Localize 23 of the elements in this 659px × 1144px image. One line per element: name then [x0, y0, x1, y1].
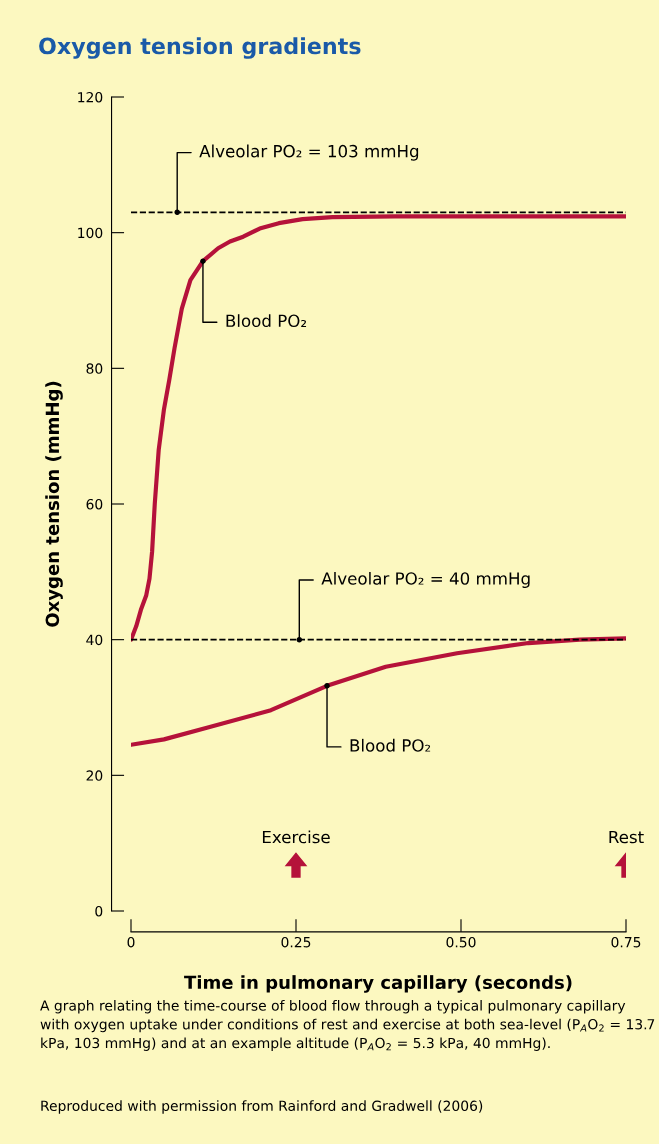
y-tick-label: 80: [86, 363, 103, 374]
text: A graph relating the time-course of blood flow through a typical pulmonary capillary with oxygen uptake under conditions of rest and exercise at both sea-level (P$_{A}$O$_{2}$ = 13.7 kPa, 103 mmHg) and at an example altitude (P$_{A}$O$_{2}$ = 5.3 kPa, 40 mmHg).: [40, 1000, 655, 1051]
y-tick-label: 120: [78, 91, 103, 103]
x-axis-title: Time in pulmonary capillary (seconds): [184, 975, 572, 993]
y-tick-label: 20: [86, 770, 103, 781]
x-tick-label: 0.50: [446, 936, 476, 948]
line-series: [131, 214, 626, 642]
y-axis-title: Oxygen tension (mmHg): [45, 381, 63, 627]
y-tick-label: 100: [78, 227, 103, 239]
y-tick-label: 60: [86, 498, 103, 510]
annotation: Rest: [609, 830, 644, 844]
chart-title: Oxygen tension gradients: [39, 37, 361, 59]
x-tick-label: 0.25: [281, 936, 311, 948]
annotation: Blood PO₂: [350, 738, 431, 752]
x-tick-label: 0: [127, 936, 135, 948]
text: Reproduced with permission from Rainford and Gradwell (2006): [41, 1100, 483, 1114]
annotation: Exercise: [262, 830, 330, 844]
annotation: Alveolar PO₂ = 40 mmHg: [321, 571, 530, 589]
annotation: Blood PO₂: [226, 314, 307, 328]
y-tick-label: 40: [86, 634, 103, 646]
y-tick-label: 0: [95, 905, 103, 917]
x-tick-label: 0.75: [611, 936, 641, 948]
annotation: Alveolar PO₂ = 103 mmHg: [199, 144, 419, 161]
